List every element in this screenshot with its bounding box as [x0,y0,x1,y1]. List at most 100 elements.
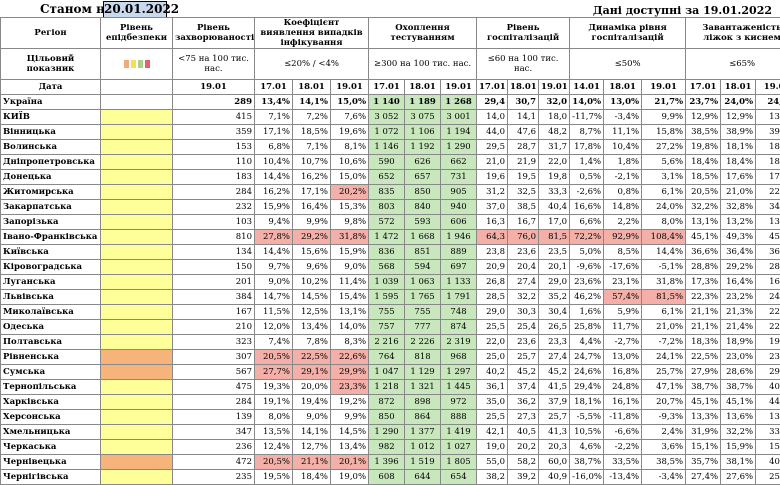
oxygen-cell: 28,6% [721,365,756,380]
region-name: Полтавська [1,335,101,350]
region-name: Херсонська [1,410,101,425]
oxygen-cell: 12,9% [721,110,756,125]
oxygen-cell: 39,7% [756,125,780,140]
region-name: Запорізька [1,215,101,230]
hospitalization-cell: 30,4 [539,305,570,320]
detection-cell: 13,5% [255,425,293,440]
oxygen-cell: 16,7% [756,275,780,290]
incidence-cell: 475 [173,380,255,395]
hosp-dynamics-cell: 33,5% [604,455,642,470]
testing-cell: 1 595 [369,290,405,305]
hosp-dynamics-cell: -11,7% [570,110,604,125]
hosp-dynamics-cell: 10,5% [570,425,604,440]
hospitalization-cell: 40,4 [539,200,570,215]
oxygen-cell: 45,1% [686,395,721,410]
hospitalization-cell: 64,3 [477,230,508,245]
hosp-dynamics-cell: 24,8% [604,380,642,395]
region-name: Київська [1,245,101,260]
epi-level-cell [101,230,173,245]
oxygen-cell: 21,1% [686,305,721,320]
oxygen-cell: 44,8% [756,395,780,410]
testing-cell: 3 052 [369,110,405,125]
detection-cell: 9,0% [255,275,293,290]
oxygen-cell: 21,1% [686,320,721,335]
incidence-cell: 284 [173,185,255,200]
hospitalization-cell: 19,0 [477,440,508,455]
testing-cell: 972 [441,395,477,410]
detection-cell: 15,3% [331,200,369,215]
detection-cell: 14,5% [293,290,331,305]
oxygen-cell: 13,7% [756,215,780,230]
detection-cell: 11,5% [255,305,293,320]
covid-regions-table: Регіон Рівень епідбезпеки Рівень захворю… [0,17,780,485]
hospitalization-cell: 19,5 [508,170,539,185]
hospitalization-cell: 16,3 [477,215,508,230]
legend-swatch [145,60,150,68]
hospitalization-cell: 60,0 [539,455,570,470]
detection-cell: 7,1% [255,110,293,125]
oxygen-cell: 49,3% [721,230,756,245]
region-name: Одеська [1,320,101,335]
testing-cell: 1 192 [405,140,441,155]
hosp-dynamics-cell: 16,8% [604,365,642,380]
testing-cell: 874 [441,320,477,335]
epi-level-cell [101,245,173,260]
incidence-cell: 415 [173,110,255,125]
detection-cell: 19,0% [331,470,369,485]
hospitalization-cell: 29,0 [477,305,508,320]
oxygen-cell: 38,7% [686,380,721,395]
detection-cell: 14,4% [255,245,293,260]
hosp-dynamics-cell: 13,0% [604,350,642,365]
testing-cell: 940 [441,200,477,215]
incidence-cell: 284 [173,395,255,410]
detection-cell: 17,1% [255,125,293,140]
epi-level-cell [101,260,173,275]
testing-cell: 1 039 [369,275,405,290]
region-name: КИЇВ [1,110,101,125]
hospitalization-cell: 22,0 [539,155,570,170]
region-name: Донецька [1,170,101,185]
hospitalization-cell: 37,0 [477,200,508,215]
oxygen-cell: 32,8% [721,200,756,215]
incidence-cell: 289 [173,95,255,110]
hosp-dynamics-cell: 9,9% [642,110,686,125]
target-row: Цільовий показник <75 на 100 тис. нас. ≤… [1,49,780,80]
hospitalization-cell: 38,5 [508,200,539,215]
testing-cell: 1 106 [405,125,441,140]
detection-cell: 9,9% [293,215,331,230]
hosp-dynamics-cell: 72,2% [570,230,604,245]
region-name: Чернігівська [1,470,101,485]
detection-cell: 15,0% [331,95,369,110]
oxygen-cell: 27,4% [686,470,721,485]
testing-cell: 3 001 [441,110,477,125]
region-name: Тернопільська [1,380,101,395]
hospitalization-cell: 30,3 [508,305,539,320]
oxygen-cell: 21,4% [721,320,756,335]
hospitalization-cell: 18,0 [539,110,570,125]
hosp-dynamics-cell: 21,7% [642,95,686,110]
hosp-dynamics-cell: 6,6% [570,215,604,230]
hosp-dynamics-cell: 4,6% [570,440,604,455]
testing-cell: 654 [441,470,477,485]
detection-cell: 15,0% [331,170,369,185]
hosp-dynamics-cell: 8,7% [570,125,604,140]
epi-level-cell [101,455,173,470]
testing-cell: 590 [369,155,405,170]
hospitalization-cell: 20,9 [477,260,508,275]
testing-cell: 662 [441,155,477,170]
testing-cell: 1 445 [441,380,477,395]
incidence-cell: 232 [173,200,255,215]
testing-cell: 1 268 [441,95,477,110]
epi-level-cell [101,170,173,185]
testing-cell: 864 [405,410,441,425]
detection-cell: 14,1% [293,425,331,440]
col-region: Регіон [1,18,101,49]
detection-cell: 13,4% [331,440,369,455]
